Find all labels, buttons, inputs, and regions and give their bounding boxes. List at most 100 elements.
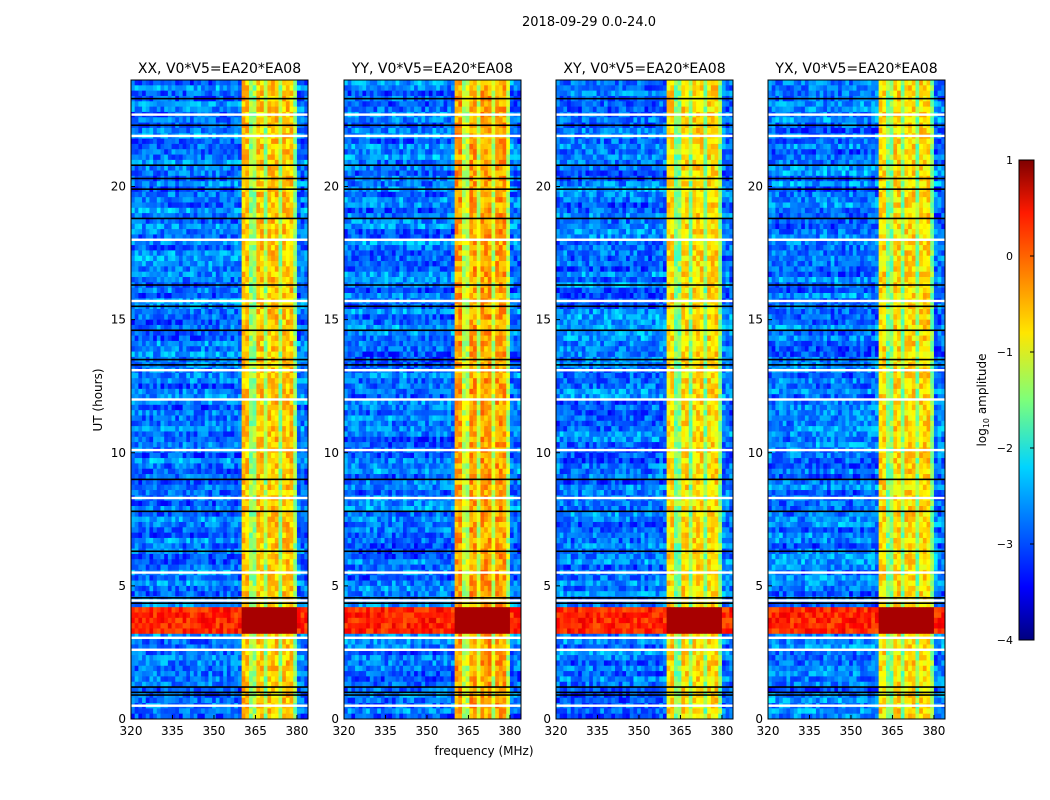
heatmap-cell [134,537,139,544]
heatmap-cell [182,181,187,187]
heatmap-cell [256,591,261,597]
heatmap-cell [226,271,231,278]
heatmap-cell [267,426,272,432]
heatmap-cell [241,106,246,113]
heatmap-cell [193,383,198,390]
heatmap-cell [197,394,202,400]
heatmap-cell [142,591,147,597]
heatmap-cell [201,559,206,565]
heatmap-cell [223,271,228,278]
heatmap-cell [293,266,298,273]
heatmap-cell [212,628,217,635]
heatmap-cell [197,234,202,241]
heatmap-cell [219,612,224,619]
heatmap-cell [282,628,287,635]
heatmap-cell [190,394,195,400]
heatmap-cell [201,319,206,326]
heatmap-cell [223,442,228,448]
heatmap-cell [300,149,305,155]
heatmap-cell [234,420,239,427]
heatmap-cell [285,335,290,342]
heatmap-cell [271,452,276,459]
heatmap-cell [234,239,239,246]
heatmap-cell [293,351,298,358]
heatmap-cell [175,500,180,507]
heatmap-cell [149,202,154,209]
heatmap-cell [142,617,147,624]
heatmap-cell [212,484,217,491]
heatmap-cell [138,506,143,512]
heatmap-cell [167,330,172,336]
heatmap-cell [149,585,154,592]
heatmap-cell [175,527,180,534]
heatmap-cell [134,314,139,321]
heatmap-cell [171,314,176,321]
heatmap-cell [204,383,209,390]
heatmap-cell [300,165,305,171]
heatmap-cell [186,277,191,283]
heatmap-cell [271,351,276,358]
heatmap-cell [197,426,202,432]
heatmap-cell [263,463,268,470]
heatmap-cell [296,463,302,470]
heatmap-cell [175,628,180,635]
heatmap-cell [300,218,305,225]
heatmap-cell [182,383,187,390]
heatmap-cell [260,442,265,448]
heatmap-cell [223,202,228,209]
heatmap-cell [156,277,161,283]
heatmap-cell [212,410,217,416]
heatmap-cell [256,372,261,379]
heatmap-cell [293,202,298,209]
heatmap-cell [300,239,305,246]
heatmap-cell [190,607,195,613]
heatmap-cell [304,202,309,209]
heatmap-cell [193,442,198,448]
heatmap-cell [285,543,290,550]
heatmap-cell [201,138,206,145]
heatmap-cell [134,245,139,251]
heatmap-cell [204,410,209,416]
heatmap-cell [245,234,250,241]
heatmap-cell [142,266,147,273]
heatmap-cell [271,521,276,528]
heatmap-cell [193,261,198,267]
heatmap-cell [282,575,287,581]
heatmap-cell [142,138,147,145]
heatmap-cell [223,335,228,342]
heatmap-cell [256,601,261,608]
heatmap-cell [138,420,143,427]
heatmap-cell [182,277,187,283]
heatmap-cell [142,490,147,496]
heatmap-cell [186,314,191,321]
heatmap-cell [182,324,187,331]
heatmap-cell [142,516,147,523]
heatmap-cell [271,516,276,523]
heatmap-cell [190,532,195,539]
heatmap-cell [134,553,139,560]
heatmap-cell [249,197,254,203]
heatmap-cell [175,271,180,278]
heatmap-cell [245,404,250,411]
heatmap-cell [252,458,257,464]
heatmap-cell [256,458,261,464]
heatmap-cell [138,559,143,565]
heatmap-cell [234,442,239,448]
heatmap-cell [249,559,254,565]
heatmap-cell [145,527,150,534]
heatmap-cell [293,101,298,108]
heatmap-cell [282,101,287,108]
heatmap-cell [175,138,180,145]
heatmap-cell [256,484,261,491]
heatmap-cell [245,388,250,395]
heatmap-cell [241,442,246,448]
heatmap-cell [256,266,261,273]
heatmap-cell [256,85,261,92]
heatmap-cell [175,506,180,512]
heatmap-cell [156,484,161,491]
heatmap-cell [289,351,294,358]
heatmap-cell [300,154,305,161]
heatmap-cell [204,564,209,571]
heatmap-cell [219,431,224,438]
heatmap-cell [252,324,257,331]
